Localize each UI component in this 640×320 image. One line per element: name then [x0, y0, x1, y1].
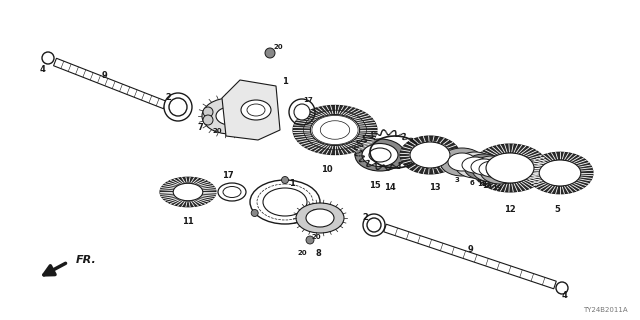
Ellipse shape [310, 115, 360, 145]
Circle shape [203, 107, 213, 117]
Text: 8: 8 [315, 249, 321, 258]
Text: 2: 2 [165, 92, 171, 101]
Ellipse shape [440, 148, 484, 176]
Text: 10: 10 [321, 165, 333, 174]
Circle shape [312, 210, 319, 217]
Ellipse shape [471, 159, 497, 175]
Ellipse shape [169, 98, 187, 116]
Ellipse shape [455, 152, 495, 178]
Ellipse shape [480, 158, 520, 184]
Polygon shape [222, 80, 280, 140]
Ellipse shape [355, 139, 405, 171]
Ellipse shape [472, 144, 548, 192]
Text: 9: 9 [102, 70, 108, 79]
Text: 20: 20 [297, 250, 307, 256]
Text: 17: 17 [303, 97, 313, 103]
Text: 5: 5 [554, 205, 560, 214]
Circle shape [203, 115, 213, 125]
Text: 9: 9 [467, 245, 473, 254]
Text: 19: 19 [492, 185, 502, 191]
Circle shape [306, 236, 314, 244]
Ellipse shape [241, 100, 271, 120]
Circle shape [282, 177, 289, 183]
Ellipse shape [410, 142, 450, 168]
Text: 4: 4 [39, 66, 45, 75]
Ellipse shape [472, 156, 512, 182]
Ellipse shape [177, 183, 198, 201]
Ellipse shape [362, 143, 398, 166]
Text: 14: 14 [384, 182, 396, 191]
Text: 18: 18 [477, 181, 487, 187]
Text: 17: 17 [222, 172, 234, 180]
Text: 1: 1 [289, 179, 295, 188]
Ellipse shape [216, 107, 244, 125]
Ellipse shape [462, 157, 488, 173]
Text: 2: 2 [362, 212, 368, 221]
Text: 13: 13 [429, 183, 441, 193]
Ellipse shape [486, 153, 534, 183]
Text: 1: 1 [282, 77, 288, 86]
Text: FR.: FR. [76, 255, 97, 265]
Ellipse shape [527, 152, 593, 194]
Text: 16: 16 [482, 183, 492, 189]
Ellipse shape [160, 177, 216, 207]
Text: 11: 11 [182, 218, 194, 227]
Ellipse shape [448, 153, 476, 171]
Text: 20: 20 [311, 234, 321, 240]
Ellipse shape [479, 161, 505, 177]
Ellipse shape [545, 160, 575, 186]
Ellipse shape [464, 154, 504, 180]
Ellipse shape [293, 105, 377, 155]
Ellipse shape [294, 104, 310, 120]
Ellipse shape [263, 188, 307, 216]
Ellipse shape [164, 93, 192, 121]
Text: 20: 20 [212, 128, 222, 134]
Ellipse shape [540, 160, 581, 186]
Ellipse shape [306, 209, 334, 227]
Text: 20: 20 [273, 44, 283, 50]
Ellipse shape [223, 187, 241, 197]
Polygon shape [54, 58, 166, 109]
Ellipse shape [492, 153, 528, 183]
Polygon shape [384, 224, 556, 289]
Text: 15: 15 [369, 180, 381, 189]
Text: 7: 7 [197, 123, 203, 132]
Ellipse shape [367, 218, 381, 232]
Ellipse shape [202, 98, 258, 134]
Ellipse shape [363, 214, 385, 236]
Text: 12: 12 [504, 205, 516, 214]
Ellipse shape [296, 203, 344, 233]
Ellipse shape [173, 183, 203, 201]
Ellipse shape [318, 115, 352, 145]
Ellipse shape [247, 104, 265, 116]
Ellipse shape [400, 136, 460, 174]
Ellipse shape [369, 148, 391, 162]
Text: 3: 3 [454, 177, 460, 183]
Circle shape [251, 210, 258, 217]
Text: 4: 4 [562, 291, 568, 300]
Text: TY24B2011A: TY24B2011A [584, 307, 628, 313]
Circle shape [265, 48, 275, 58]
Ellipse shape [487, 163, 513, 179]
Text: 6: 6 [470, 180, 474, 186]
